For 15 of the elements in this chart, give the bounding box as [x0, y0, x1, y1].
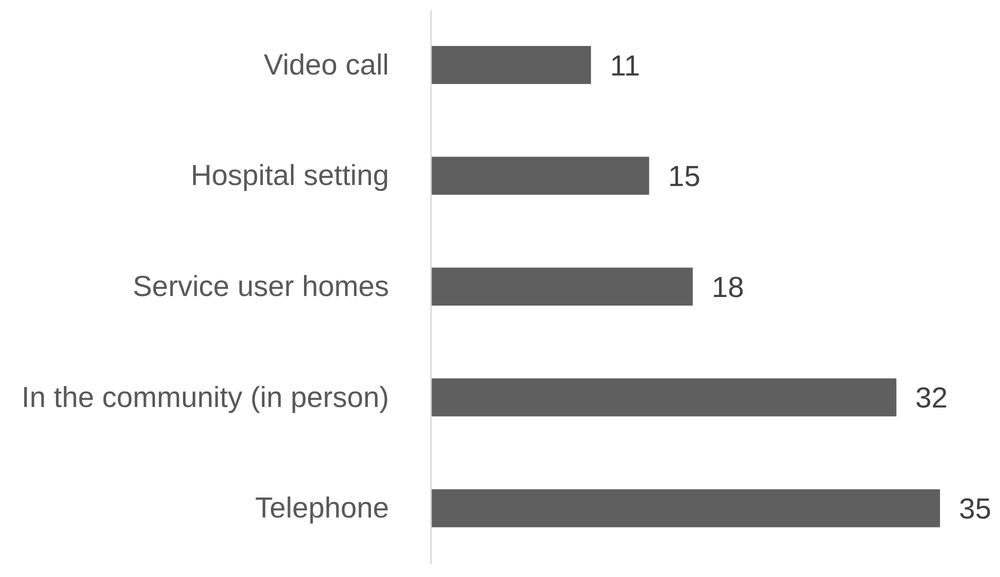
bar [431, 268, 693, 306]
bar [431, 46, 591, 84]
bar [431, 378, 896, 416]
data-label: 11 [610, 50, 640, 82]
bar [431, 156, 650, 195]
y-tick-label: Service user homes [132, 271, 389, 303]
bar [431, 489, 940, 528]
data-label: 18 [712, 272, 744, 304]
data-label: 15 [668, 161, 700, 194]
data-label: 35 [959, 493, 992, 526]
y-tick-label: In the community (in person) [22, 382, 389, 414]
data-label: 32 [915, 382, 948, 415]
y-tick-label: Telephone [255, 492, 389, 525]
y-tick-label: Hospital setting [190, 160, 389, 192]
y-tick-label: Video call [264, 49, 389, 82]
